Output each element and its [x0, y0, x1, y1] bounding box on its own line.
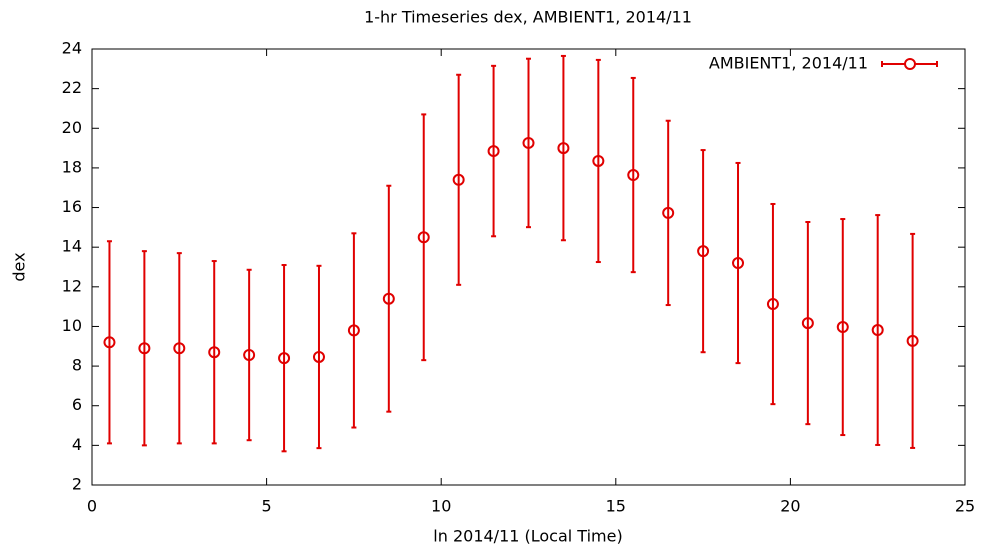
data-point: [312, 350, 325, 363]
x-tick-label: 0: [87, 497, 97, 516]
error-bar: [595, 58, 601, 264]
data-point: [836, 321, 849, 334]
y-tick-label: 8: [72, 356, 82, 375]
error-bar: [106, 240, 112, 445]
data-point: [487, 145, 500, 158]
y-tick-label: 22: [62, 78, 82, 97]
error-bar: [176, 252, 182, 445]
data-point: [382, 292, 395, 305]
error-bar: [351, 232, 357, 429]
error-bar: [246, 268, 252, 442]
data-point: [627, 169, 640, 182]
data-point: [871, 324, 884, 337]
error-bar: [211, 260, 217, 445]
y-tick-label: 2: [72, 475, 82, 494]
data-point: [697, 245, 710, 258]
data-point: [557, 142, 570, 155]
x-tick-label: 5: [262, 497, 272, 516]
error-bar: [386, 184, 392, 413]
error-bar: [700, 149, 706, 354]
data-point: [138, 342, 151, 355]
error-bar: [735, 161, 741, 365]
error-bar: [910, 232, 916, 449]
error-bar: [281, 264, 287, 453]
plot-border: [91, 48, 966, 486]
y-tick-label: 12: [62, 276, 82, 295]
data-point: [347, 324, 360, 337]
x-tick-label: 25: [955, 497, 975, 516]
error-bar: [141, 250, 147, 447]
error-bar: [491, 64, 497, 238]
error-bar: [526, 57, 531, 229]
data-point: [766, 298, 779, 311]
y-tick-label: 16: [62, 197, 82, 216]
data-point: [173, 342, 186, 355]
data-point: [801, 317, 814, 330]
error-bar: [560, 54, 566, 242]
data-point: [243, 348, 256, 361]
data-point: [278, 352, 291, 365]
legend-marker: [904, 58, 916, 70]
y-tick-label: 4: [72, 435, 82, 454]
data-point: [208, 346, 221, 359]
y-tick-label: 20: [62, 118, 82, 137]
error-bar: [840, 218, 846, 437]
error-bar: [456, 73, 462, 286]
data-point: [103, 336, 116, 349]
error-bar: [805, 221, 811, 426]
y-tick-label: 14: [62, 237, 82, 256]
y-tick-label: 18: [62, 157, 82, 176]
data-point: [452, 173, 465, 186]
x-axis-label: ln 2014/11 (Local Time): [433, 527, 622, 546]
error-bar: [665, 119, 671, 307]
error-bar: [875, 214, 881, 446]
data-point: [662, 206, 675, 219]
chart-title: 1-hr Timeseries dex, AMBIENT1, 2014/11: [364, 8, 692, 27]
y-axis-label: dex: [10, 252, 29, 281]
legend-label: AMBIENT1, 2014/11: [709, 54, 868, 73]
error-bar: [421, 113, 427, 362]
data-point: [592, 154, 605, 167]
data-point: [906, 334, 919, 347]
y-tick-label: 6: [72, 395, 82, 414]
error-bar: [770, 202, 776, 406]
x-tick-label: 20: [780, 497, 800, 516]
y-tick-label: 10: [62, 316, 82, 335]
error-bar: [630, 76, 636, 274]
error-bar: [316, 264, 322, 450]
data-point: [417, 231, 430, 244]
data-point: [522, 136, 535, 149]
x-tick-label: 10: [431, 497, 451, 516]
x-tick-label: 15: [606, 497, 626, 516]
data-point: [732, 257, 745, 270]
y-tick-label: 24: [62, 39, 82, 58]
